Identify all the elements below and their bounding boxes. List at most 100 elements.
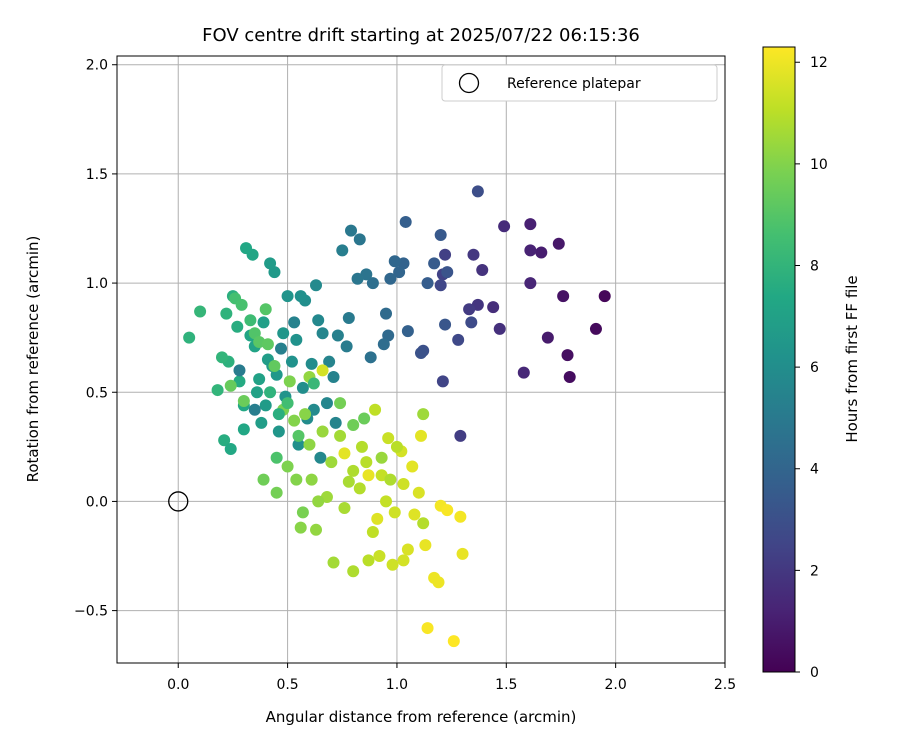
y-tick-label: −0.5 xyxy=(74,604,108,620)
data-point xyxy=(388,506,401,519)
data-point xyxy=(336,244,349,257)
data-point xyxy=(320,397,333,410)
data-point xyxy=(281,397,294,410)
data-point xyxy=(253,373,266,386)
data-point xyxy=(211,384,224,397)
data-point xyxy=(452,333,465,346)
legend-label-reference: Reference platepar xyxy=(507,76,641,92)
data-point xyxy=(281,290,294,303)
data-point xyxy=(441,504,454,517)
data-point xyxy=(248,403,261,416)
data-point xyxy=(390,440,403,453)
legend-box xyxy=(441,64,718,102)
data-point xyxy=(563,370,576,383)
data-point xyxy=(261,338,274,351)
y-tick-label: 1.5 xyxy=(86,167,108,183)
data-point xyxy=(589,322,602,335)
data-point xyxy=(270,486,283,499)
data-point xyxy=(294,521,307,534)
data-point xyxy=(439,248,452,261)
data-point xyxy=(231,320,244,333)
data-point xyxy=(215,351,228,364)
data-point xyxy=(412,486,425,499)
data-point xyxy=(299,408,312,421)
data-point xyxy=(283,375,296,388)
data-point xyxy=(421,622,434,635)
data-point xyxy=(524,244,537,257)
data-point xyxy=(541,331,554,344)
data-point xyxy=(598,290,611,303)
data-point xyxy=(524,277,537,290)
data-point xyxy=(257,473,270,486)
data-point xyxy=(355,440,368,453)
data-point xyxy=(292,429,305,442)
data-point xyxy=(345,224,358,237)
data-point xyxy=(340,340,353,353)
data-point xyxy=(288,316,301,329)
data-point xyxy=(224,443,237,456)
data-point xyxy=(183,331,196,344)
data-point xyxy=(369,403,382,416)
data-point xyxy=(334,397,347,410)
data-point xyxy=(235,298,248,311)
data-point xyxy=(310,523,323,536)
data-point xyxy=(434,279,447,292)
axes: 0.0 0.5 1.0 1.5 2.0 2.5 −0.5 0.0 0.5 1.0 1.5 2.0 xyxy=(74,55,736,693)
data-point xyxy=(285,355,298,368)
data-point xyxy=(456,547,469,560)
data-point xyxy=(436,375,449,388)
data-point xyxy=(517,366,530,379)
data-point xyxy=(250,386,263,399)
data-point xyxy=(240,242,253,255)
chart-title: FOV centre drift starting at 2025/07/22 … xyxy=(202,25,640,46)
data-point xyxy=(364,351,377,364)
legend-marker-reference xyxy=(458,72,480,94)
data-point xyxy=(447,635,460,648)
data-point xyxy=(371,512,384,525)
data-point xyxy=(316,364,329,377)
data-point xyxy=(316,327,329,340)
data-point xyxy=(264,257,277,270)
data-point xyxy=(334,429,347,442)
data-point xyxy=(281,460,294,473)
data-point xyxy=(255,416,268,429)
x-tick-label: 0.5 xyxy=(276,677,298,693)
data-point xyxy=(296,381,309,394)
data-point xyxy=(432,576,445,589)
y-axis-label: Rotation from reference (arcmin) xyxy=(24,236,42,483)
data-point xyxy=(277,327,290,340)
y-tick-label: 0.5 xyxy=(86,385,108,401)
data-point xyxy=(388,255,401,268)
data-point xyxy=(329,416,342,429)
data-point xyxy=(331,329,344,342)
data-point xyxy=(233,364,246,377)
data-point xyxy=(382,432,395,445)
data-point xyxy=(237,423,250,436)
colorbar-label: Hours from first FF file xyxy=(843,275,861,442)
data-point xyxy=(224,379,237,392)
x-axis-label: Angular distance from reference (arcmin) xyxy=(266,708,577,726)
data-point xyxy=(524,218,537,231)
data-point xyxy=(476,263,489,276)
data-point xyxy=(316,425,329,438)
colorbar-tick-label: 8 xyxy=(810,258,819,274)
data-point xyxy=(342,312,355,325)
data-point xyxy=(397,477,410,490)
data-point xyxy=(296,506,309,519)
data-point xyxy=(303,438,316,451)
colorbar-tick-label: 12 xyxy=(810,55,828,71)
data-point xyxy=(498,220,511,233)
data-point xyxy=(338,447,351,460)
data-point xyxy=(327,370,340,383)
data-point xyxy=(463,303,476,316)
data-point xyxy=(439,318,452,331)
data-point xyxy=(237,394,250,407)
data-points xyxy=(168,185,611,648)
data-point xyxy=(380,307,393,320)
data-point xyxy=(259,399,272,412)
data-point xyxy=(347,419,360,432)
data-point xyxy=(561,349,574,362)
data-point xyxy=(259,303,272,316)
